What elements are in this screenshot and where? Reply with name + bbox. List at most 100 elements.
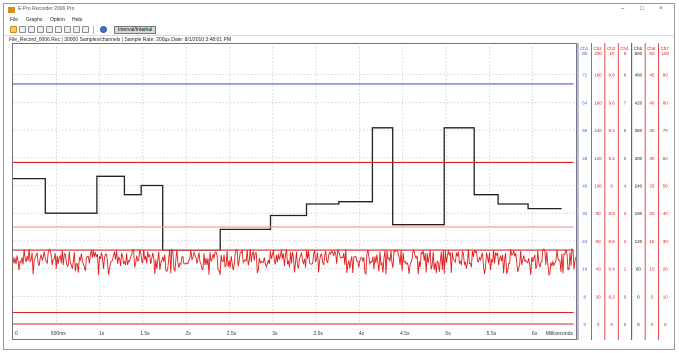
x-tick-label: 3s (272, 331, 278, 337)
y-tick-label: 90 (663, 73, 669, 78)
menu-graphs[interactable]: Graphs (26, 17, 43, 23)
y-tick-label: 300 (635, 156, 643, 161)
x-tick-label: 6s (532, 331, 538, 337)
y-tick-label: 35 (649, 128, 655, 133)
y-tick-label: 180 (594, 73, 602, 78)
y-tick-label: 420 (635, 100, 643, 105)
y-tick-label: 9 (624, 51, 627, 56)
y-tick-label: 9.2 (608, 156, 615, 161)
y-tick-label: 8.6 (608, 239, 615, 244)
toolbar: Interval/Interval ✓ (4, 24, 674, 36)
y-tick-label: 360 (635, 128, 643, 133)
x-tick-label: 3.5s (313, 331, 323, 337)
y-tick-label: 1 (624, 267, 627, 272)
y-tick-label: 45 (649, 73, 655, 78)
y-tick-label: 20 (596, 294, 602, 299)
y-tick-label: 80 (596, 211, 602, 216)
y-tick-label: 0 (664, 322, 667, 327)
y-axis-header: Ch3 (607, 46, 616, 51)
y-tick-label: 3 (624, 211, 627, 216)
open-folder-icon[interactable] (10, 26, 17, 33)
y-tick-label: 30 (649, 156, 655, 161)
minimize-button[interactable]: – (621, 6, 625, 12)
zoom-in-icon[interactable] (28, 26, 35, 33)
close-button[interactable]: × (659, 6, 663, 12)
menu-file[interactable]: File (10, 17, 19, 23)
print-icon[interactable] (82, 26, 89, 33)
y-tick-label: 40 (582, 184, 588, 189)
y-tick-label: 140 (594, 128, 602, 133)
x-tick-label: 5.5s (487, 331, 497, 337)
y-tick-label: 20 (663, 267, 669, 272)
y-axes-svg: Ch180726456484032241680Ch220018016014012… (577, 43, 670, 340)
y-tick-label: 0 (583, 322, 586, 327)
y-tick-label: 8 (624, 73, 627, 78)
y-tick-label: 40 (596, 267, 602, 272)
measure-icon[interactable] (73, 26, 80, 33)
y-tick-label: 5 (651, 294, 654, 299)
y-tick-label: 0 (637, 294, 640, 299)
y-tick-label: 0 (624, 322, 627, 327)
toolbar-separator (93, 26, 94, 34)
y-tick-label: 7 (624, 100, 627, 105)
y-tick-label: 500 (635, 51, 643, 56)
y-tick-label: 4 (624, 184, 627, 189)
y-tick-label: 180 (635, 211, 643, 216)
zoom-fit-icon[interactable] (46, 26, 53, 33)
y-axis-header: Ch2 (593, 46, 602, 51)
cursor-icon[interactable] (64, 26, 71, 33)
y-tick-label: 120 (594, 156, 602, 161)
x-tick-label: 2s (186, 331, 192, 337)
zoom-out-icon[interactable] (37, 26, 44, 33)
y-tick-label: 9.8 (608, 73, 615, 78)
x-tick-label: 2.5s (227, 331, 237, 337)
y-tick-label: 60 (636, 267, 642, 272)
y-tick-label: 200 (594, 51, 602, 56)
y-tick-label: 2 (624, 239, 627, 244)
chart-area[interactable]: 0 500ms 1s 1.5s 2s 2.5s 3s 3.5s 4s 4.5s 5s 5.5s 6s Mi… (12, 43, 577, 340)
y-tick-label: 0 (624, 294, 627, 299)
y-tick-label: 60 (596, 239, 602, 244)
save-icon[interactable] (19, 26, 26, 33)
y-tick-label: 10 (649, 267, 655, 272)
y-tick-label: 70 (663, 128, 669, 133)
y-tick-label: 64 (582, 100, 588, 105)
menu-help[interactable]: Help (72, 17, 83, 23)
y-tick-label: 72 (582, 73, 588, 78)
menu-option[interactable]: Option (50, 17, 65, 23)
y-tick-label: 6 (624, 128, 627, 133)
y-axis-header: Ch4 (620, 46, 629, 51)
y-tick-label: 0 (637, 322, 640, 327)
app-icon (8, 7, 15, 13)
help-icon[interactable] (100, 26, 107, 33)
y-tick-label: 100 (594, 184, 602, 189)
interval-button[interactable]: Interval/Interval (114, 26, 157, 34)
y-tick-label: 48 (582, 156, 588, 161)
title-bar: E-Pro Recorder 2006 Pro – □ × (4, 4, 674, 16)
y-tick-label: 50 (663, 184, 669, 189)
y-tick-label: 80 (582, 51, 588, 56)
check-icon[interactable]: ✓ (142, 25, 149, 34)
y-tick-label: 40 (663, 211, 669, 216)
maximize-button[interactable]: □ (640, 6, 644, 12)
y-tick-label: 10 (609, 51, 615, 56)
y-tick-label: 0 (651, 322, 654, 327)
y-tick-label: 5 (624, 156, 627, 161)
y-tick-label: 8.4 (608, 267, 615, 272)
y-tick-label: 9.4 (608, 128, 615, 133)
x-tick-label: 500ms (51, 331, 67, 337)
y-tick-label: 160 (594, 100, 602, 105)
y-tick-label: 9.6 (608, 100, 615, 105)
plot-svg: 0 500ms 1s 1.5s 2s 2.5s 3s 3.5s 4s 4.5s 5s 5.5s 6s Mi… (12, 43, 577, 340)
series-line-1 (13, 127, 562, 251)
series-line-noisy (12, 248, 577, 276)
x-tick-label: 4s (359, 331, 365, 337)
x-tick-label: Milliseconds (546, 331, 574, 337)
y-tick-label: 60 (663, 156, 669, 161)
y-tick-label: 24 (582, 239, 588, 244)
y-tick-label: 8 (583, 294, 586, 299)
pan-icon[interactable] (55, 26, 62, 33)
y-tick-label: 40 (649, 100, 655, 105)
y-axes-panel: Ch1 80 72 64 56 48 40 32 24 16 8 0 Ch2 200 180 160 140 12… (577, 43, 671, 340)
y-axis-header: Ch7 (661, 46, 670, 51)
